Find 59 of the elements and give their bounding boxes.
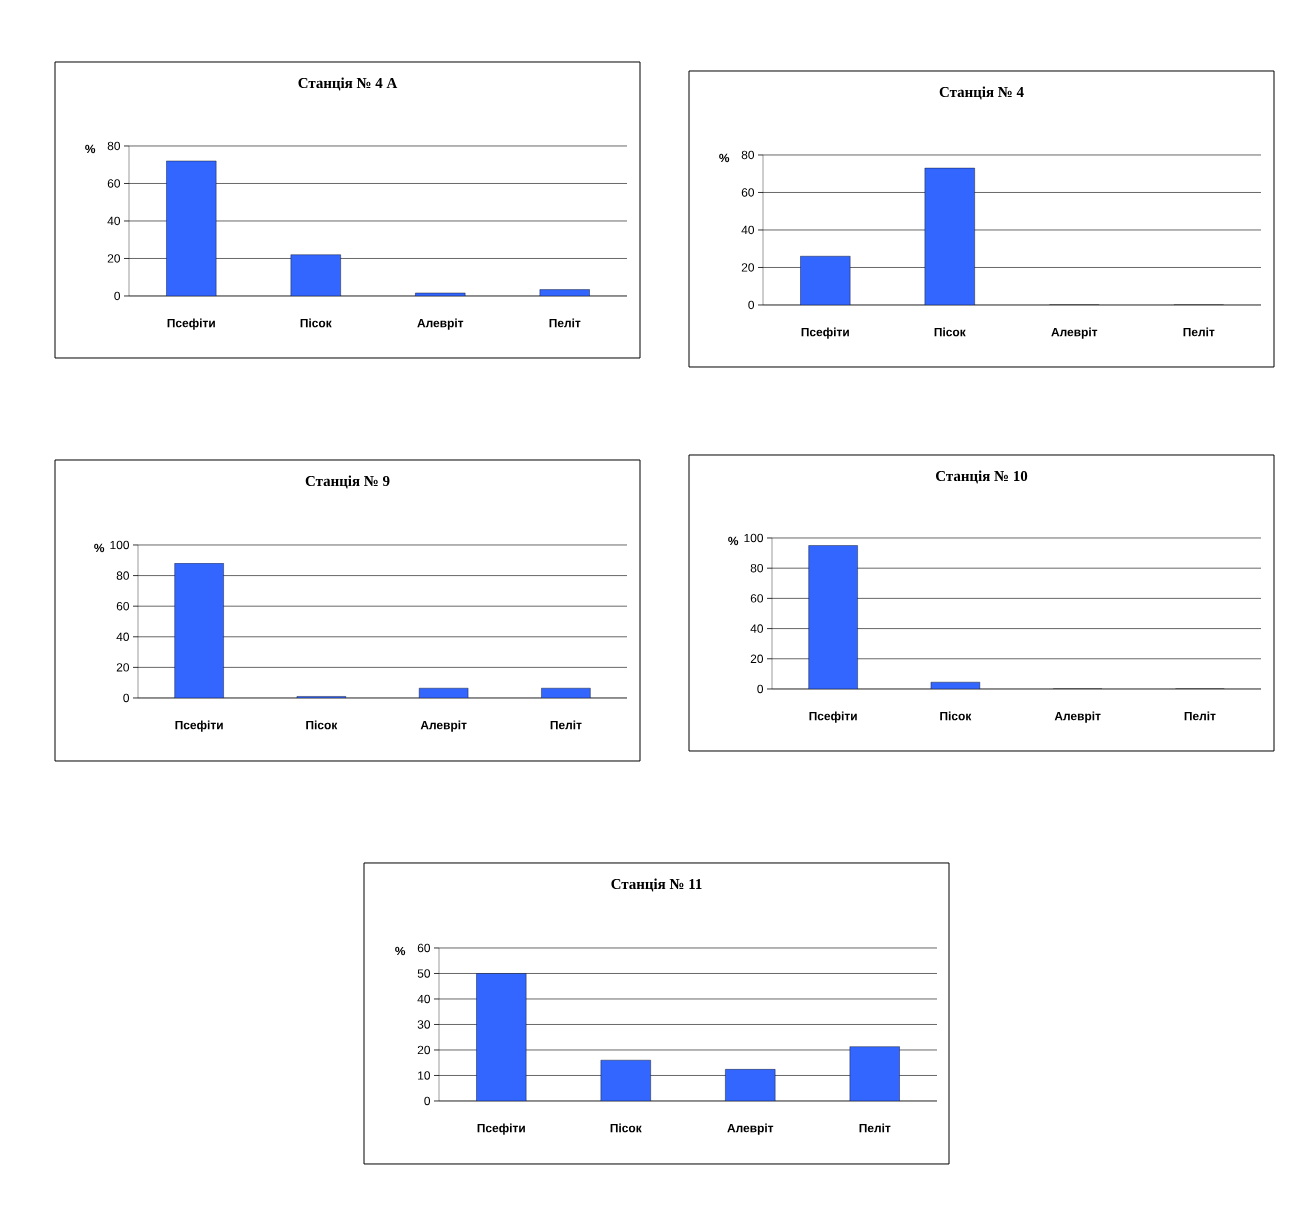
x-tick-label: Пеліт bbox=[549, 318, 581, 328]
chart-title: Станція № 10 bbox=[936, 470, 1028, 484]
y-tick-label: 40 bbox=[107, 216, 121, 226]
y-axis-title: % bbox=[94, 543, 105, 553]
y-tick-label: 20 bbox=[116, 663, 130, 672]
x-tick-label: Алевріт bbox=[420, 720, 467, 732]
y-tick-label: 40 bbox=[417, 994, 431, 1004]
y-tick-label: 0 bbox=[123, 693, 130, 703]
y-tick-label: 0 bbox=[114, 291, 121, 301]
x-tick-label: Псефіти bbox=[477, 1123, 525, 1135]
y-tick-label: 0 bbox=[424, 1096, 431, 1106]
y-tick-label: 10 bbox=[418, 1071, 431, 1080]
x-tick-label: Псефіти bbox=[175, 720, 223, 732]
y-tick-label: 40 bbox=[741, 225, 755, 235]
y-tick-label: 60 bbox=[107, 179, 121, 188]
y-tick-label: 60 bbox=[750, 594, 764, 603]
y-tick-label: 20 bbox=[417, 1045, 431, 1055]
x-tick-label: Псефіти bbox=[809, 711, 857, 723]
x-tick-label: Пеліт bbox=[859, 1123, 891, 1133]
y-axis-title: % bbox=[728, 536, 739, 546]
y-tick-label: 60 bbox=[741, 188, 755, 197]
chart-title: Станція № 4 bbox=[939, 86, 1024, 100]
chart-title: Станція № 4 А bbox=[298, 77, 398, 91]
x-tick-label: Пісок bbox=[934, 327, 966, 337]
y-tick-label: 100 bbox=[744, 533, 764, 543]
y-tick-label: 80 bbox=[116, 571, 130, 580]
y-tick-label: 40 bbox=[750, 624, 764, 633]
x-tick-label: Пісок bbox=[300, 318, 332, 328]
y-tick-label: 20 bbox=[750, 654, 764, 663]
x-tick-label: Алевріт bbox=[1054, 711, 1101, 723]
y-tick-label: 80 bbox=[750, 563, 764, 573]
y-tick-label: 0 bbox=[757, 684, 764, 694]
chart-title: Станція № 11 bbox=[611, 878, 702, 892]
x-tick-label: Пеліт bbox=[1184, 711, 1216, 721]
x-tick-label: Алевріт bbox=[1051, 327, 1098, 339]
y-axis-title: % bbox=[719, 153, 730, 163]
x-tick-label: Псефіти bbox=[801, 327, 849, 339]
y-axis-title: % bbox=[395, 946, 406, 956]
x-tick-label: Псефіти bbox=[167, 318, 215, 330]
x-tick-label: Пісок bbox=[940, 711, 972, 721]
y-tick-label: 40 bbox=[116, 632, 130, 642]
x-tick-label: Пісок bbox=[306, 720, 338, 730]
y-tick-label: 60 bbox=[116, 601, 130, 611]
y-tick-label: 60 bbox=[417, 943, 431, 953]
x-tick-label: Пісок bbox=[610, 1123, 642, 1133]
y-tick-label: 20 bbox=[107, 254, 121, 263]
y-tick-label: 80 bbox=[741, 150, 755, 160]
y-tick-label: 20 bbox=[741, 263, 755, 272]
x-tick-label: Алевріт bbox=[727, 1123, 774, 1135]
y-tick-label: 50 bbox=[417, 969, 431, 978]
y-tick-label: 30 bbox=[417, 1020, 431, 1029]
y-axis-title: % bbox=[85, 144, 96, 154]
x-tick-label: Пеліт bbox=[550, 720, 582, 730]
chart-title: Станція № 9 bbox=[305, 475, 390, 489]
x-tick-label: Алевріт bbox=[417, 318, 464, 330]
y-tick-label: 0 bbox=[748, 300, 755, 310]
y-tick-label: 100 bbox=[110, 540, 130, 550]
x-tick-label: Пеліт bbox=[1183, 327, 1215, 337]
y-tick-label: 80 bbox=[107, 141, 121, 151]
